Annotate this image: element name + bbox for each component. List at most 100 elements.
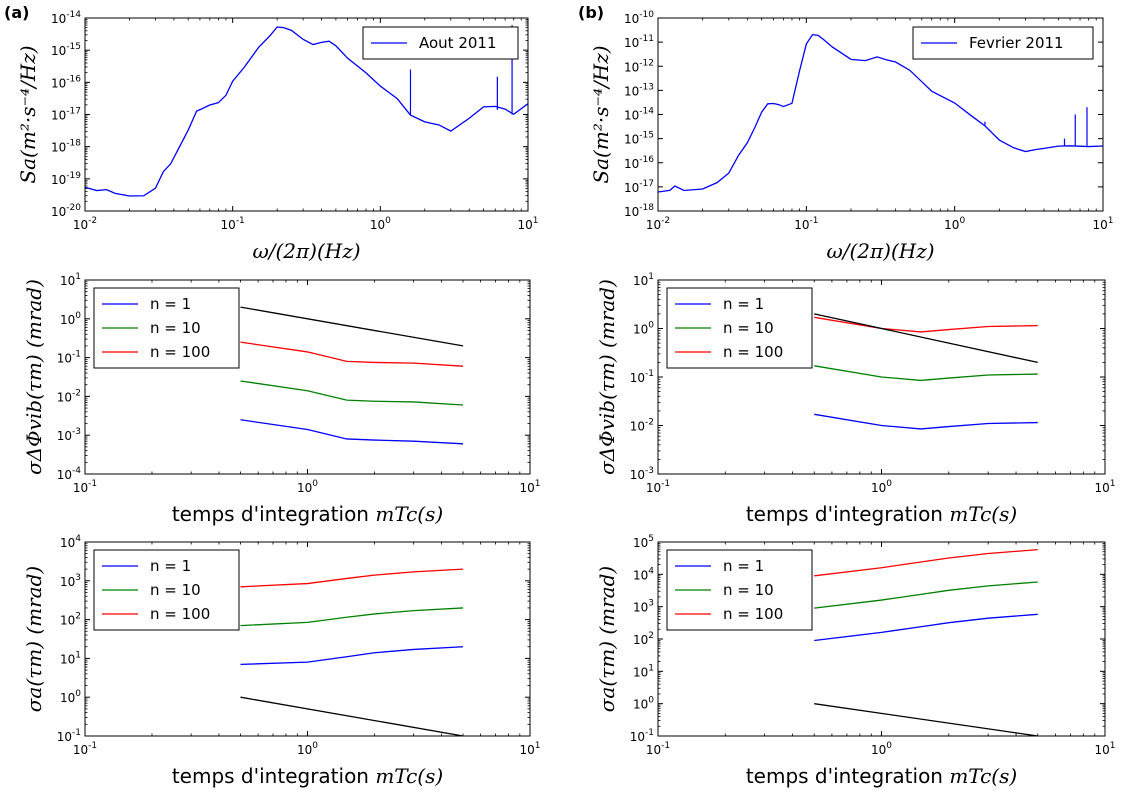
x-tick-label: 100 <box>297 479 318 495</box>
legend-entry: Fevrier 2011 <box>969 34 1064 52</box>
series-line-reference <box>240 306 464 347</box>
y-tick-label: 10-18 <box>51 139 81 155</box>
x-tick-label: 10-2 <box>73 216 97 232</box>
series-line-reference <box>240 696 464 736</box>
series-line-n-100 <box>814 316 1038 333</box>
y-tick-label: 10-18 <box>624 203 654 219</box>
x-tick-label: 100 <box>370 216 391 232</box>
series-group <box>240 568 464 736</box>
legend-entry: n = 100 <box>150 605 210 623</box>
legend-entry: n = 100 <box>723 343 783 361</box>
x-axis-label: ω/(2π)(Hz) <box>826 239 934 263</box>
series-line-n-100 <box>814 549 1038 577</box>
series-line-n-100 <box>240 568 464 588</box>
series-line-reference <box>814 313 1038 364</box>
x-axis-label: ω/(2π)(Hz) <box>252 239 360 263</box>
y-tick-label: 100 <box>633 696 654 712</box>
y-tick-label: 10-2 <box>57 388 81 404</box>
series-group <box>658 33 1103 193</box>
x-tick-label: 100 <box>944 216 965 232</box>
x-tick-label: 101 <box>519 479 540 495</box>
legend: Fevrier 2011 <box>912 26 1094 60</box>
y-tick-label: 10-11 <box>624 34 654 50</box>
y-tick-label: 101 <box>633 663 654 679</box>
y-axis-label: σa(τm) (mrad) <box>595 566 619 712</box>
legend: n = 1 n = 10 n = 100 <box>666 549 813 631</box>
y-tick-label: 101 <box>633 272 654 288</box>
y-tick-label: 102 <box>60 612 81 628</box>
y-axis-label: Sa(m²·s⁻⁴/Hz) <box>16 45 40 183</box>
x-tick-label: 10-2 <box>646 216 670 232</box>
legend: n = 1 n = 10 n = 100 <box>93 549 240 631</box>
series-line-n-1 <box>814 413 1038 430</box>
x-axis-label: temps d'integration mTc(s) <box>746 764 1017 788</box>
y-axis-label: σΔΦvib(τm) (mrad) <box>595 279 619 475</box>
legend-entry: n = 1 <box>150 295 191 313</box>
series-line-n-1 <box>814 613 1038 642</box>
y-tick-label: 10-17 <box>51 107 81 123</box>
series-line-n-100 <box>240 341 464 367</box>
legend-entry: n = 100 <box>150 343 210 361</box>
panel-label-a: (a) <box>4 3 29 22</box>
x-axis-label: temps d'integration mTc(s) <box>172 764 443 788</box>
y-axis-label: Sa(m²·s⁻⁴/Hz) <box>589 45 613 183</box>
plot-spectrum-aout: 10-2 10-1 100 101 10-20 10-19 10-18 10-17 10-16 1… <box>16 10 539 263</box>
x-tick-label: 10-1 <box>221 216 245 232</box>
y-tick-label: 10-14 <box>624 107 654 123</box>
y-tick-label: 10-19 <box>51 171 81 187</box>
x-tick-label: 10-1 <box>646 479 670 495</box>
x-tick-label: 101 <box>519 741 540 757</box>
plot-frame <box>657 17 1104 212</box>
plot-frame <box>84 279 531 475</box>
y-tick-label: 10-16 <box>624 155 654 171</box>
y-tick-label: 10-2 <box>630 418 654 434</box>
y-tick-label: 100 <box>60 689 81 705</box>
x-tick-label: 10-1 <box>794 216 818 232</box>
y-tick-label: 10-14 <box>51 10 81 26</box>
x-tick-label: 101 <box>1092 216 1113 232</box>
y-tick-label: 10-20 <box>51 203 81 219</box>
y-tick-label: 100 <box>60 311 81 327</box>
y-tick-label: 10-15 <box>624 131 654 147</box>
series-line-n-10 <box>814 365 1038 382</box>
y-tick-label: 10-15 <box>51 42 81 58</box>
x-tick-label: 100 <box>871 479 892 495</box>
plot-frame <box>657 541 1106 737</box>
y-tick-label: 10-1 <box>630 728 654 744</box>
y-tick-label: 10-10 <box>624 10 654 26</box>
series-group <box>814 313 1038 430</box>
plot-frame <box>84 541 531 737</box>
y-tick-label: 10-1 <box>630 369 654 385</box>
series-line-n-10 <box>240 380 464 406</box>
plot-spectrum-fevrier: 10-2 10-1 100 101 10-18 10-17 10-16 10-15 10-14 1… <box>589 10 1114 263</box>
y-tick-label: 105 <box>633 534 654 550</box>
x-tick-label: 10-1 <box>73 741 97 757</box>
y-tick-label: 10-13 <box>624 82 654 98</box>
x-tick-label: 101 <box>517 216 538 232</box>
series-group <box>814 549 1038 736</box>
y-tick-label: 10-1 <box>57 350 81 366</box>
series-line-n-10 <box>240 607 464 627</box>
legend: n = 1 n = 10 n = 100 <box>666 287 813 369</box>
y-axis-label: σa(τm) (mrad) <box>22 566 46 712</box>
series-line-n-1 <box>240 646 464 666</box>
x-axis-label: temps d'integration mTc(s) <box>746 502 1017 526</box>
series-line-n-10 <box>814 581 1038 609</box>
y-tick-label: 10-16 <box>51 74 81 90</box>
legend-entry: n = 10 <box>723 319 774 337</box>
y-tick-label: 100 <box>633 321 654 337</box>
plot-accel-aout: 10-1 100 101 10-1 100 101 102 103 104 n = 1 n = 10… <box>22 534 541 788</box>
x-tick-label: 101 <box>1094 479 1115 495</box>
series-line-aout-2011 <box>85 26 528 197</box>
legend-entry: n = 10 <box>150 581 201 599</box>
y-axis-label: σΔΦvib(τm) (mrad) <box>22 279 46 475</box>
y-tick-label: 10-17 <box>624 179 654 195</box>
x-tick-label: 100 <box>871 741 892 757</box>
y-tick-label: 10-1 <box>57 728 81 744</box>
series-group <box>240 306 464 445</box>
y-tick-label: 10-4 <box>57 466 82 482</box>
panel-label-b: (b) <box>578 3 604 22</box>
